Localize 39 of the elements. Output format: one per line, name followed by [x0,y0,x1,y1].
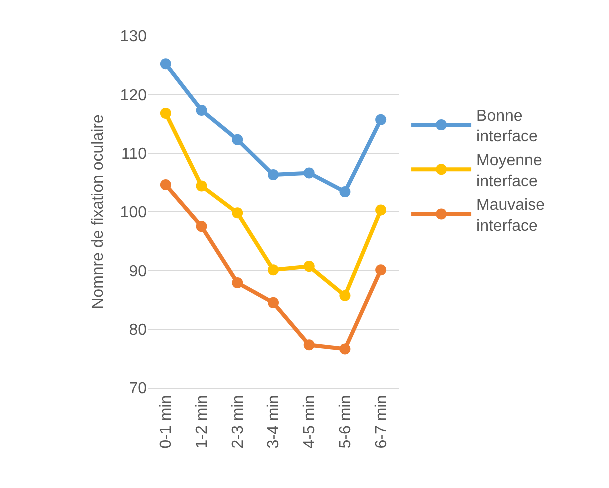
point [340,186,351,198]
y-tick-label: 80 [129,322,148,339]
point [340,344,351,355]
y-tick-label: 70 [129,380,148,398]
point [268,264,279,276]
x-tick-label: 3-4 min [266,395,283,449]
point [160,180,172,191]
point [232,134,244,146]
y-tick-label: 110 [121,146,148,163]
x-tick-label: 0-1 min [158,395,176,449]
y-tick-label: 130 [120,28,148,46]
point [268,170,279,181]
point [304,168,315,179]
x-tick-label: 5-6 min [337,395,354,449]
point [376,204,387,216]
point [376,114,387,126]
y-tick-label: 120 [120,87,148,104]
x-tick-label: 2-3 min [230,395,247,449]
point [196,180,208,192]
point [232,277,244,288]
legend-label: Mauvaise interface [476,197,546,235]
x-tick-label: 6-7 min [373,395,390,449]
point [268,297,279,308]
y-axis-title: Nomnre de fixation oculaire [90,114,108,310]
legend-label: Moyenne interface [476,152,542,190]
point [304,340,315,351]
point [196,221,208,232]
point [232,208,244,219]
point [340,290,351,302]
x-tick-label: 4-5 min [302,395,319,449]
y-tick-label: 90 [129,263,148,280]
point [196,105,208,116]
x-tick-label: 1-2 min [194,395,211,449]
point [160,58,172,70]
point [376,264,387,276]
y-tick-label: 100 [120,204,148,222]
point [160,108,172,119]
legend-label: Bonne interface [476,108,538,146]
point [304,261,315,272]
